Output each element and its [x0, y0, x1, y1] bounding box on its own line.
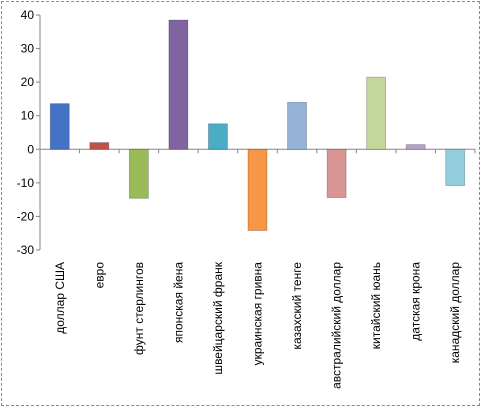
bar [366, 76, 387, 150]
x-tick-label: казахский тенге [290, 262, 304, 350]
x-tick-label: евро [92, 262, 106, 289]
y-tick-label: 40 [21, 8, 35, 22]
bar [287, 101, 307, 150]
y-tick-label: -20 [17, 209, 35, 223]
bar [405, 144, 426, 150]
bar [128, 148, 149, 199]
bar [326, 148, 347, 199]
x-tick-label: канадский доллар [448, 262, 462, 364]
y-tick-label: 0 [27, 142, 34, 156]
y-tick-labels: 40 30 20 10 0 -10 -20 -30 [17, 8, 35, 257]
bar [49, 103, 70, 150]
y-tick-label: -30 [17, 243, 35, 257]
bar [89, 142, 110, 150]
bar [168, 19, 189, 150]
y-tick-label: -10 [17, 176, 35, 190]
bar [247, 148, 268, 231]
y-tick-label: 20 [21, 75, 35, 89]
y-tick-label: 30 [21, 42, 35, 56]
x-tick-label: датская крона [409, 262, 423, 341]
x-tick-label: австралийский доллар [330, 262, 344, 389]
x-tick-label: швейцарский франк [211, 261, 225, 374]
x-tick-labels: доллар США евро фунт стерлингов японская йе… [53, 261, 462, 389]
bar [208, 123, 228, 150]
x-tick-label: японская йена [171, 262, 185, 343]
x-tick-label: китайский юань [369, 262, 383, 349]
x-tick-label: доллар США [53, 262, 67, 334]
y-tick-label: 10 [21, 109, 35, 123]
bar [445, 148, 466, 186]
x-tick-label: фунт стерлингов [132, 262, 146, 355]
bars [49, 19, 466, 231]
x-tick-label: украинская гривна [251, 262, 265, 366]
